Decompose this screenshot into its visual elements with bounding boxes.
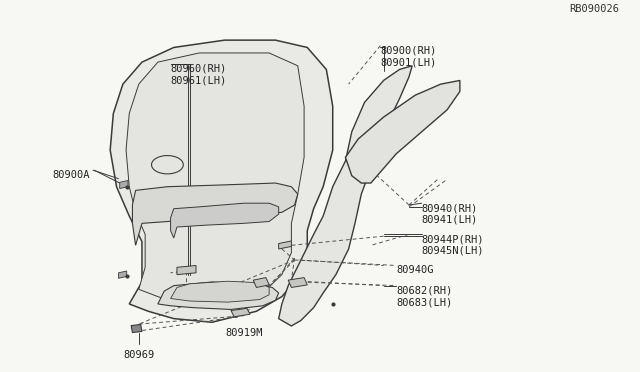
- Text: 80940G: 80940G: [396, 266, 434, 276]
- Polygon shape: [118, 271, 127, 278]
- Text: 80919M: 80919M: [225, 328, 262, 338]
- Text: 80900(RH)
80901(LH): 80900(RH) 80901(LH): [380, 46, 436, 67]
- Polygon shape: [253, 278, 269, 288]
- Text: 80900A: 80900A: [52, 170, 90, 180]
- Polygon shape: [120, 180, 128, 189]
- Polygon shape: [158, 282, 278, 310]
- Polygon shape: [132, 183, 298, 245]
- Text: 80940(RH)
80941(LH): 80940(RH) 80941(LH): [422, 203, 478, 225]
- Polygon shape: [126, 53, 304, 306]
- Text: 80969: 80969: [123, 350, 154, 360]
- Text: 80960(RH)
80961(LH): 80960(RH) 80961(LH): [171, 64, 227, 86]
- Text: 80682(RH)
80683(LH): 80682(RH) 80683(LH): [396, 286, 452, 307]
- Text: 80944P(RH)
80945N(LH): 80944P(RH) 80945N(LH): [422, 234, 484, 256]
- Polygon shape: [278, 66, 412, 326]
- Polygon shape: [288, 278, 307, 288]
- Polygon shape: [346, 80, 460, 183]
- Polygon shape: [131, 324, 142, 333]
- Polygon shape: [110, 40, 333, 322]
- Polygon shape: [231, 308, 250, 317]
- Polygon shape: [177, 266, 196, 275]
- Polygon shape: [171, 203, 278, 238]
- Text: RB090026: RB090026: [569, 4, 619, 15]
- Polygon shape: [278, 241, 291, 249]
- Polygon shape: [171, 281, 269, 302]
